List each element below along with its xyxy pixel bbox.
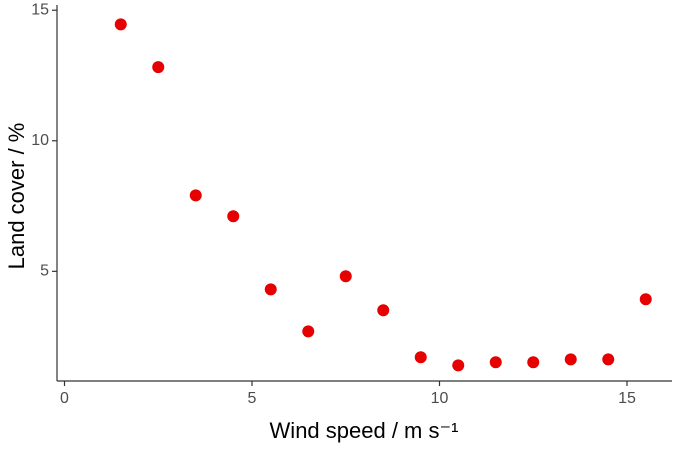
- point: [377, 304, 390, 317]
- point: [452, 359, 465, 372]
- x-tick-label: 0: [60, 390, 69, 407]
- x-axis-title: Wind speed / m s⁻¹: [270, 418, 459, 443]
- y-tick-label: 10: [31, 132, 49, 149]
- x-tick-label: 5: [248, 390, 257, 407]
- point: [527, 356, 540, 369]
- x-tick-label: 15: [618, 390, 636, 407]
- point: [602, 353, 615, 366]
- point: [564, 353, 577, 366]
- point: [227, 210, 240, 223]
- point: [489, 356, 502, 369]
- point: [189, 189, 202, 202]
- x-tick-label: 10: [431, 390, 449, 407]
- point: [114, 18, 127, 31]
- y-tick-label: 15: [31, 1, 49, 18]
- point: [152, 61, 165, 74]
- y-axis-title: Land cover / %: [4, 123, 29, 270]
- y-tick-label: 5: [40, 263, 49, 280]
- point: [639, 293, 652, 306]
- point: [339, 270, 352, 283]
- point: [414, 351, 427, 364]
- point: [302, 325, 315, 338]
- point: [264, 283, 277, 296]
